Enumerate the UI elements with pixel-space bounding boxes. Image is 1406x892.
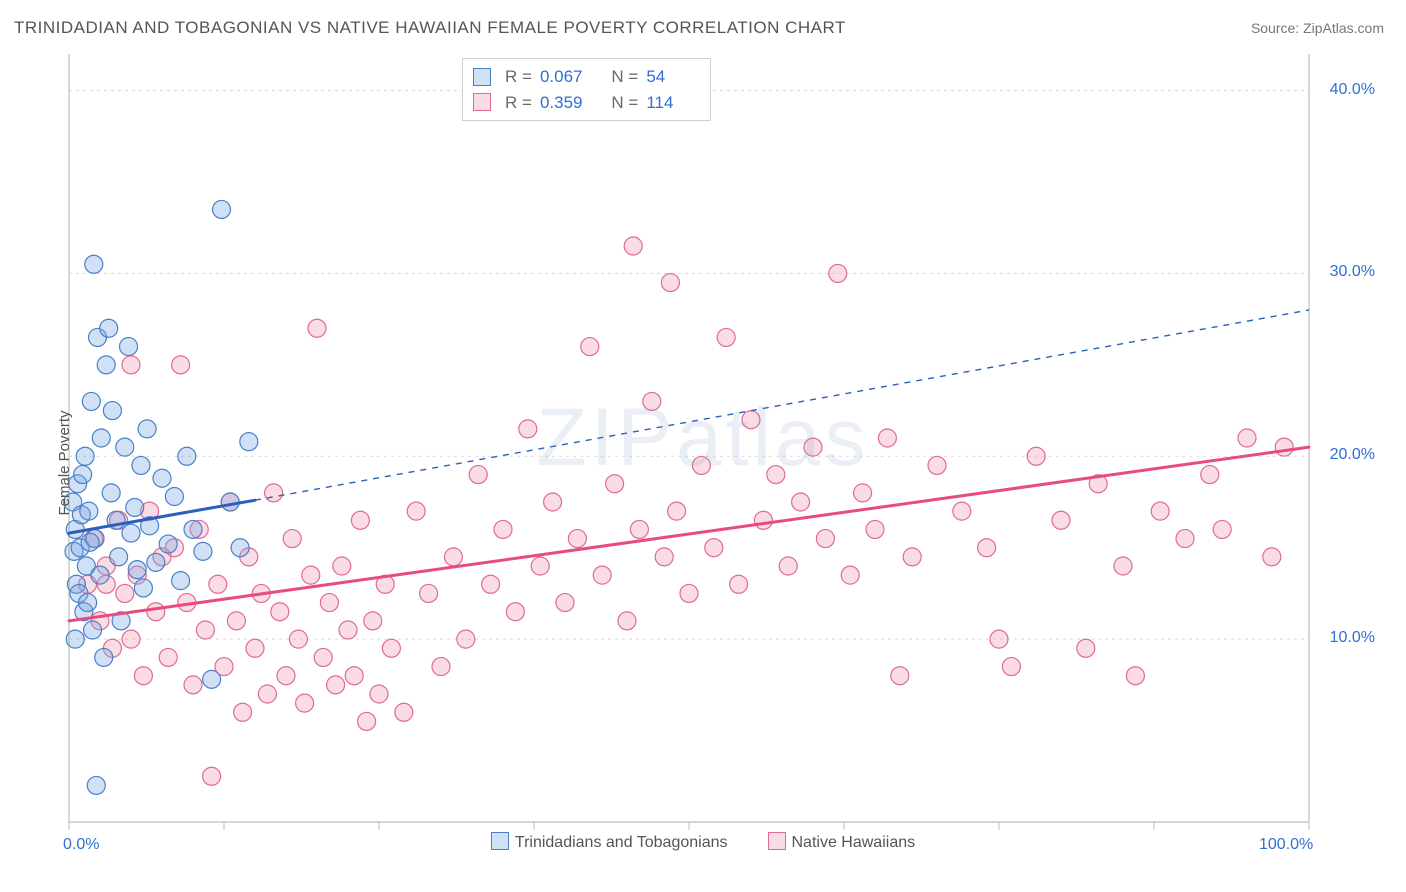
legend-label: Native Hawaiians xyxy=(792,834,916,851)
y-tick-label: 30.0% xyxy=(1330,263,1375,281)
series-legend: Trinidadians and Tobagonians Native Hawai… xyxy=(14,832,1392,852)
scatter-chart xyxy=(14,44,1392,844)
chart-area: Female Poverty ZIPatlas R = 0.067 N = 54… xyxy=(14,44,1392,882)
chart-title: TRINIDADIAN AND TOBAGONIAN VS NATIVE HAW… xyxy=(14,18,846,38)
y-tick-label: 20.0% xyxy=(1330,446,1375,464)
source-link[interactable]: ZipAtlas.com xyxy=(1303,20,1384,36)
source-attribution: Source: ZipAtlas.com xyxy=(1251,20,1384,36)
y-axis-label: Female Poverty xyxy=(56,410,73,515)
legend-item: Trinidadians and Tobagonians xyxy=(491,832,728,852)
y-tick-label: 40.0% xyxy=(1330,81,1375,99)
legend-item: Native Hawaiians xyxy=(768,832,916,852)
legend-label: Trinidadians and Tobagonians xyxy=(515,834,728,851)
legend-row: R = 0.067 N = 54 xyxy=(473,64,700,90)
legend-row: R = 0.359 N = 114 xyxy=(473,90,700,116)
legend-swatch xyxy=(491,832,509,850)
legend-swatch xyxy=(768,832,786,850)
header: TRINIDADIAN AND TOBAGONIAN VS NATIVE HAW… xyxy=(0,0,1406,44)
correlation-legend: R = 0.067 N = 54R = 0.359 N = 114 xyxy=(462,58,711,121)
y-tick-label: 10.0% xyxy=(1330,629,1375,647)
